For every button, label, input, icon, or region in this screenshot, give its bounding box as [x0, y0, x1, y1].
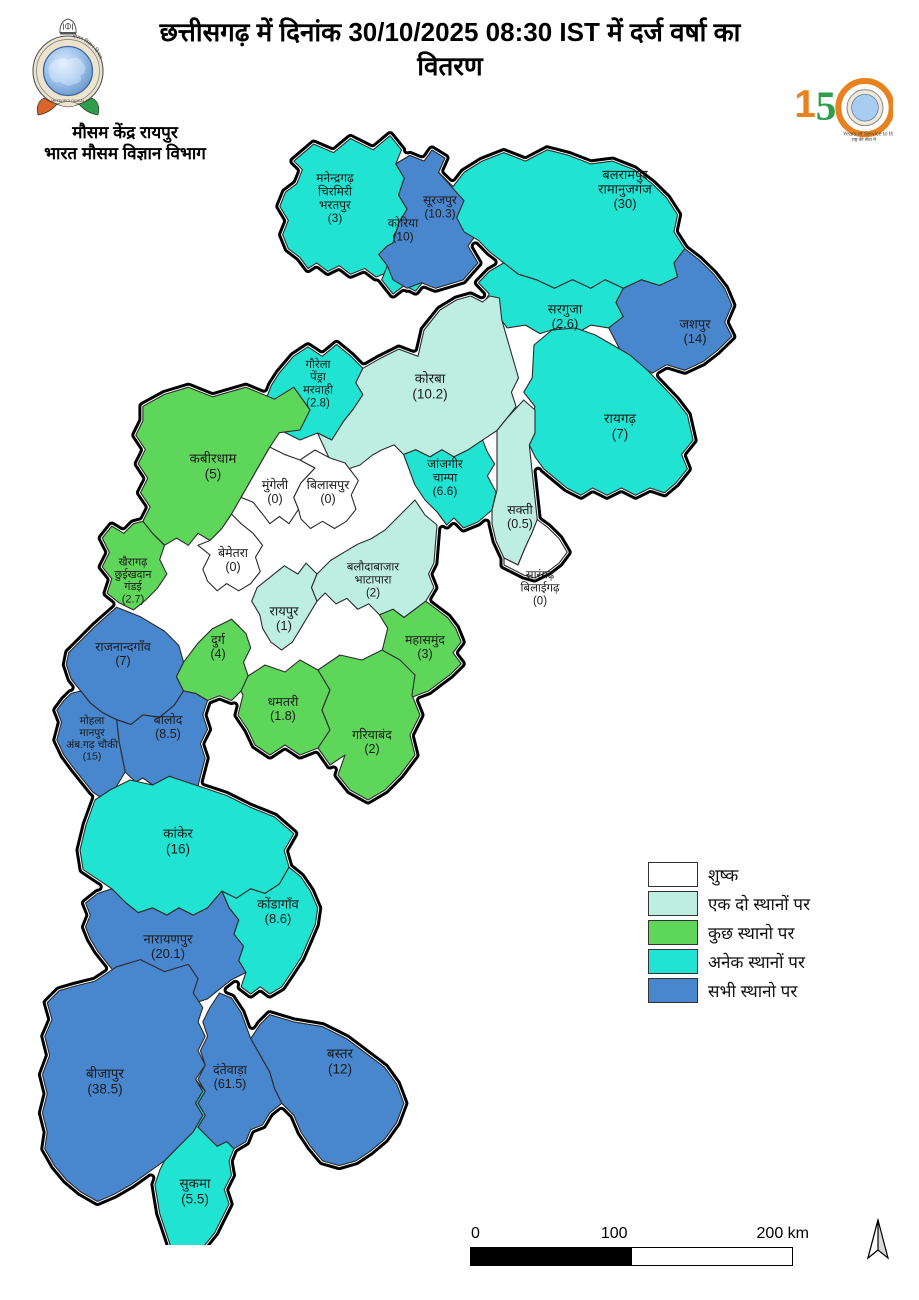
svg-text:बालोद(8.5): बालोद (8.5) [154, 712, 183, 741]
svg-text:धमतरी(1.8): धमतरी (1.8) [268, 694, 299, 723]
svg-text:दुर्ग(4): दुर्ग (4) [210, 632, 225, 661]
svg-text:कोरबा(10.2): कोरबा (10.2) [412, 370, 447, 401]
svg-text:कांकेर(16): कांकेर (16) [163, 825, 193, 856]
svg-text:सक्ती(0.5): सक्ती (0.5) [507, 502, 533, 531]
svg-text:सूरजपुर(10.3): सूरजपुर (10.3) [423, 193, 458, 220]
svg-text:सारंगढ़बिलाईगढ़(0): सारंगढ़ बिलाईगढ़ (0) [521, 569, 560, 608]
svg-text:सरगुजा(2.6): सरगुजा (2.6) [548, 302, 583, 332]
svg-text:बीजापुर(38.5): बीजापुर (38.5) [86, 1065, 124, 1096]
svg-text:दंतेवाड़ा(61.5): दंतेवाड़ा (61.5) [213, 1062, 248, 1091]
svg-text:बस्तर(12): बस्तर (12) [327, 1046, 354, 1076]
svg-text:जशपुर(14): जशपुर (14) [679, 317, 711, 347]
svg-text:सुकमा(5.5): सुकमा (5.5) [179, 1176, 211, 1206]
